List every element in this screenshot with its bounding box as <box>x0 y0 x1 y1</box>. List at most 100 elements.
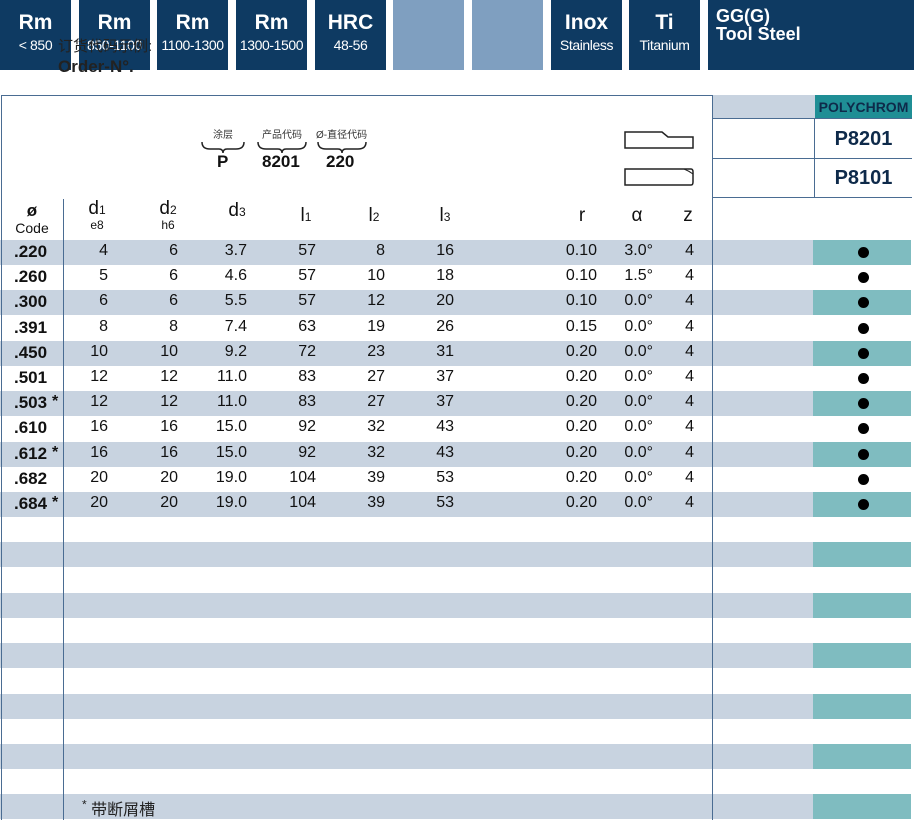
table-row-empty <box>0 643 911 669</box>
cell-l2: 32 <box>367 443 385 461</box>
cell-d2: 16 <box>160 443 178 461</box>
table-row: .501 12 12 11.0 83 27 37 0.20 0.0° 4 <box>0 366 911 391</box>
cell-alpha: 0.0° <box>624 443 653 461</box>
table-row-empty <box>0 744 911 769</box>
cell-l1: 57 <box>298 292 316 310</box>
cell-star: * <box>52 393 59 411</box>
column-divider <box>712 95 713 820</box>
cell-d1: 6 <box>99 292 108 310</box>
table-row: .391 8 8 7.4 63 19 26 0.15 0.0° 4 <box>0 316 911 341</box>
divider <box>713 197 912 198</box>
availability-dot-icon <box>858 347 869 359</box>
cell-l2: 32 <box>367 418 385 436</box>
header-d2: d2 h6 <box>153 198 183 231</box>
cell-alpha: 1.5° <box>624 267 653 285</box>
table-row: .450 10 10 9.2 72 23 31 0.20 0.0° 4 <box>0 340 911 366</box>
cell-r: 0.10 <box>565 267 597 285</box>
header-d2-letter: d <box>159 198 170 219</box>
cell-d3: 11.0 <box>217 368 247 385</box>
header-code: ø Code <box>12 202 52 237</box>
material-range: 1300-1500 <box>239 37 304 53</box>
grade-p8201: P8201 <box>834 128 893 150</box>
availability-dot-icon <box>858 373 869 384</box>
cell-z: 4 <box>685 342 694 360</box>
grade-cell <box>813 592 911 618</box>
grade-cell <box>813 693 911 719</box>
cell-alpha: 0.0° <box>624 393 653 411</box>
cell-code: .612 <box>14 443 48 463</box>
material-box: Rm 1100-1300 <box>157 0 228 70</box>
cell-z: 4 <box>685 267 694 285</box>
cell-d2: 8 <box>169 317 178 335</box>
cell-code: .684 <box>14 494 48 513</box>
cell-l1: 72 <box>298 342 316 360</box>
frame-border <box>1 95 713 96</box>
brace-icon <box>201 141 245 154</box>
table-row: .260 5 6 4.6 57 10 18 0.10 1.5° 4 <box>0 265 911 290</box>
cell-l2: 27 <box>367 368 385 385</box>
material-title: Inox <box>564 11 609 34</box>
frame-border <box>1 95 2 820</box>
brace-icon <box>317 141 367 154</box>
cell-d3: 5.5 <box>224 292 247 310</box>
cell-code: .610 <box>14 418 48 438</box>
table-row-empty <box>0 592 911 618</box>
diameter-value: 220 <box>326 152 355 171</box>
cell-d3: 4.6 <box>224 267 247 285</box>
header-l1-sub: 1 <box>304 210 312 224</box>
header-l2-letter: l <box>368 205 373 226</box>
cell-d3: 11.0 <box>217 393 247 411</box>
cell-l3: 18 <box>436 267 454 285</box>
header-alpha: α <box>631 205 643 226</box>
cell-d1: 8 <box>99 317 108 335</box>
cell-l3: 31 <box>436 342 454 360</box>
cell-d1: 5 <box>99 267 108 285</box>
cell-d2: 6 <box>169 292 178 310</box>
availability-dot-icon <box>858 322 869 334</box>
cell-l1: 92 <box>298 443 316 461</box>
product-label: 产品代码 <box>262 130 302 141</box>
material-box: Ti Titanium <box>629 0 700 70</box>
table-row: .503 * 12 12 11.0 83 27 37 0.20 0.0° 4 <box>0 391 911 417</box>
cell-alpha: 0.0° <box>624 368 653 385</box>
cell-d3: 7.4 <box>224 317 247 335</box>
cell-r: 0.20 <box>565 494 597 511</box>
header-r: r <box>578 205 586 226</box>
cell-alpha: 0.0° <box>624 317 653 335</box>
material-box-empty <box>472 0 543 70</box>
cell-code: .501 <box>14 368 48 387</box>
cell-d1: 16 <box>90 418 108 436</box>
tool-profile-icon-step <box>624 168 694 186</box>
cell-l3: 26 <box>436 317 454 335</box>
cell-l2: 8 <box>376 242 385 259</box>
coating-label: 涂层 <box>213 130 233 141</box>
material-range: < 850 <box>18 37 53 53</box>
cell-l3: 37 <box>436 368 454 385</box>
table-row-empty <box>0 693 911 719</box>
cell-d3: 15.0 <box>215 443 247 461</box>
cell-l1: 92 <box>298 418 316 436</box>
cell-l1: 104 <box>289 494 316 511</box>
cell-l2: 39 <box>367 468 385 486</box>
material-box: Rm 850-1100 <box>79 0 150 70</box>
header-z: z <box>683 205 693 226</box>
header-l1-letter: l <box>300 205 305 226</box>
cell-z: 4 <box>685 292 694 310</box>
cell-z: 4 <box>685 393 694 411</box>
table-row: .300 6 6 5.5 57 12 20 0.10 0.0° 4 <box>0 290 911 316</box>
material-range: 850-1100 <box>87 37 142 53</box>
cell-r: 0.15 <box>565 317 597 335</box>
cell-d1: 20 <box>90 494 108 511</box>
cell-z: 4 <box>685 443 694 461</box>
material-title: Rm <box>254 11 289 34</box>
cell-r: 0.10 <box>565 292 597 310</box>
cell-l1: 83 <box>298 368 316 385</box>
material-title: Rm <box>18 11 53 34</box>
cell-d1: 12 <box>90 368 108 385</box>
cell-l2: 19 <box>367 317 385 335</box>
grade-cell <box>813 542 911 568</box>
cell-alpha: 0.0° <box>624 468 653 486</box>
material-title: HRC <box>327 11 374 34</box>
column-divider <box>63 199 64 820</box>
cell-alpha: 0.0° <box>624 292 653 310</box>
